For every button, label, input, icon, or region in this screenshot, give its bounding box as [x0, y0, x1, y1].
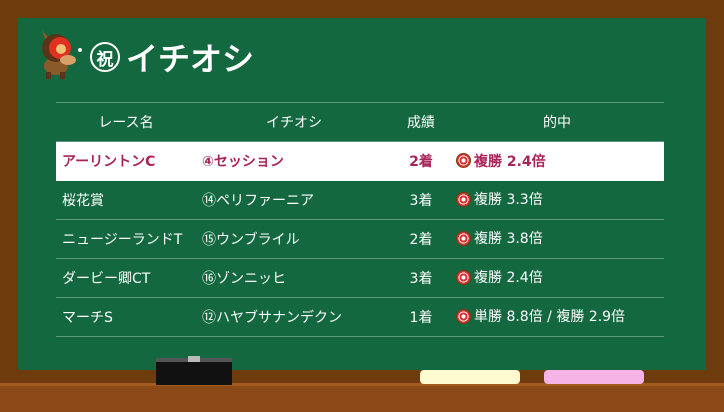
finish-result: 3着: [392, 258, 450, 298]
payout-text: 複勝 2.4倍: [474, 270, 543, 287]
finish-result: 3着: [392, 180, 450, 220]
horse-mascot-icon: [42, 30, 82, 79]
race-name: ニュージーランドT: [56, 219, 196, 259]
hit-payout: 複勝 2.4倍: [450, 141, 664, 181]
eraser: [156, 358, 232, 385]
table-header: レース名 イチオシ 成績 的中: [56, 102, 664, 142]
pick-horse: ④セッション: [196, 141, 392, 181]
finish-result: 2着: [392, 141, 450, 181]
table-row: アーリントンC ④セッション 2着 複勝 2.4倍: [56, 141, 664, 181]
hit-payout: 単勝 8.8倍 / 複勝 2.9倍: [450, 297, 664, 337]
pick-horse: ⑮ウンブライル: [196, 219, 392, 259]
pick-horse: ⑫ハヤブサナンデクン: [196, 297, 392, 337]
col-result: 成績: [392, 102, 450, 142]
finish-result: 1着: [392, 297, 450, 337]
hit-payout: 複勝 3.3倍: [450, 180, 664, 220]
table-row: 桜花賞 ⑭ペリファーニア 3着 複勝 3.3倍: [56, 180, 664, 220]
race-name: マーチS: [56, 297, 196, 337]
race-name: ダービー卿CT: [56, 258, 196, 298]
title-text: イチオシ: [126, 40, 255, 78]
chalk-pink: [544, 370, 644, 384]
target-icon: [456, 230, 471, 246]
chalk-yellow: [420, 370, 520, 384]
payout-text: 単勝 8.8倍 / 複勝 2.9倍: [474, 309, 626, 326]
celebration-badge: 祝: [90, 42, 120, 72]
eraser-tab: [188, 356, 200, 362]
table-row: ダービー卿CT ⑯ゾンニッヒ 3着 複勝 2.4倍: [56, 258, 664, 298]
col-hit: 的中: [450, 102, 664, 142]
chalk-ledge: [0, 383, 724, 412]
target-icon: [456, 191, 471, 207]
results-table: レース名 イチオシ 成績 的中 アーリントンC ④セッション 2着 複勝 2.4…: [56, 102, 664, 337]
race-name: 桜花賞: [56, 180, 196, 220]
page-title: 祝 イチオシ: [90, 34, 254, 80]
pick-horse: ⑯ゾンニッヒ: [196, 258, 392, 298]
payout-text: 複勝 3.8倍: [474, 231, 543, 248]
target-icon: [456, 153, 471, 168]
payout-text: 複勝 3.3倍: [474, 192, 543, 208]
race-name: アーリントンC: [56, 141, 196, 181]
table-row: マーチS ⑫ハヤブサナンデクン 1着 単勝 8.8倍 / 複勝 2.9倍: [56, 297, 664, 337]
target-icon: [456, 269, 471, 285]
col-race: レース名: [56, 102, 196, 142]
pick-horse: ⑭ペリファーニア: [196, 180, 392, 220]
col-pick: イチオシ: [196, 102, 392, 142]
payout-text: 複勝 2.4倍: [474, 153, 546, 170]
finish-result: 2着: [392, 219, 450, 259]
table-row: ニュージーランドT ⑮ウンブライル 2着 複勝 3.8倍: [56, 219, 664, 259]
hit-payout: 複勝 3.8倍: [450, 219, 664, 259]
target-icon: [456, 308, 471, 324]
hit-payout: 複勝 2.4倍: [450, 258, 664, 298]
